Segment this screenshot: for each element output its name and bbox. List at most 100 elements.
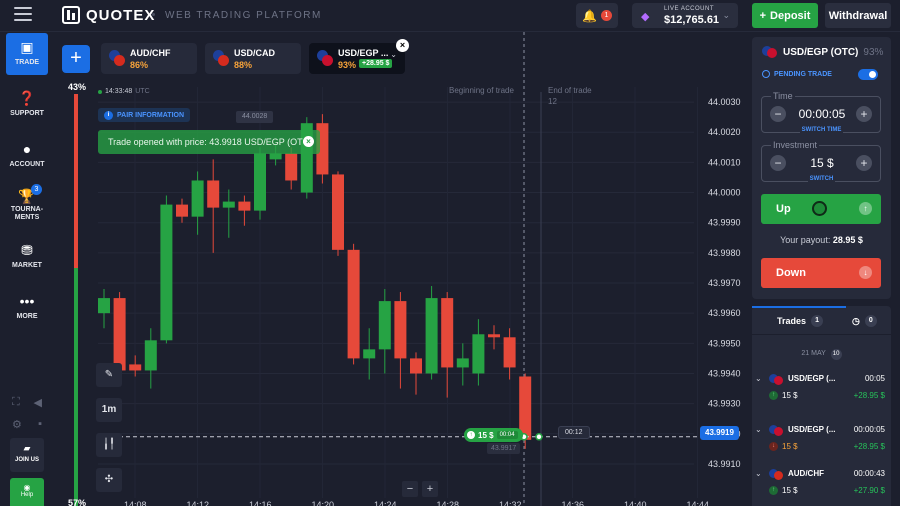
deposit-button[interactable]: + Deposit — [752, 3, 818, 28]
account-type: LIVE ACCOUNT — [664, 6, 715, 12]
flag-quote — [322, 55, 333, 66]
fullscreen-icon[interactable]: ⛶ — [12, 396, 20, 408]
nav-support[interactable]: ❓ SUPPORT — [6, 84, 48, 126]
nav-label: SUPPORT — [10, 110, 44, 117]
sentiment-bar-sell — [74, 94, 78, 268]
x-tick-label: 14:24 — [374, 500, 397, 506]
candle-body — [176, 204, 188, 217]
pair-information-button[interactable]: i PAIR INFORMATION — [98, 108, 191, 122]
tab-trades[interactable]: Trades 1 — [777, 315, 824, 327]
time-field: Time 00:00:05 − + — [761, 91, 881, 133]
candle-body — [113, 298, 126, 371]
flag-icon — [769, 425, 784, 436]
timeframe-button[interactable]: 1m — [96, 398, 122, 422]
tab-trades-label: Trades — [777, 316, 807, 326]
switch-link[interactable]: SWITCH — [752, 176, 891, 182]
trade-row[interactable]: ⌄ AUD/CHF 00:00:43 ↑ 15 $ +27.90 $ — [752, 465, 891, 506]
x-tick-label: 14:20 — [312, 500, 335, 506]
chart-type-button[interactable]: ╽╿ — [96, 433, 122, 457]
flag-icon — [213, 50, 229, 66]
draw-tool-button[interactable]: ✎ — [96, 363, 122, 387]
flag-icon — [762, 46, 778, 58]
nav-tournaments[interactable]: 🏆 TOURNA- MENTS 3 — [6, 182, 48, 224]
account-selector[interactable]: ◆ LIVE ACCOUNT $12,765.61 ⌄ — [632, 3, 738, 28]
nav-market[interactable]: ⛃ MARKET — [6, 236, 48, 278]
switch-time-link[interactable]: SWITCH TIME — [752, 127, 891, 133]
payout-label: Your payout: — [780, 235, 831, 245]
time-decrease-button[interactable]: − — [770, 106, 786, 122]
arrow-down-icon: ↓ — [859, 266, 872, 279]
investment-label: Investment — [771, 140, 820, 150]
selected-asset[interactable]: USD/EGP (OTC) 93% — [762, 46, 883, 58]
flag-quote — [218, 55, 229, 66]
zoom-in-button[interactable]: + — [422, 481, 438, 497]
candle-body — [441, 298, 454, 368]
flag-quote — [774, 471, 783, 480]
up-button[interactable]: Up ↑ — [761, 194, 881, 224]
add-asset-button[interactable]: + — [62, 45, 90, 73]
tab-history[interactable]: ◷ 0 — [852, 315, 877, 327]
server-time: 14:33:48 UTC — [98, 88, 150, 95]
candle-body — [410, 358, 422, 374]
time-increase-button[interactable]: + — [856, 106, 872, 122]
y-tick-label: 43.9950 — [708, 338, 741, 348]
coins-icon: ⛃ — [21, 242, 33, 258]
sentiment-bar-buy — [74, 268, 78, 506]
zoom-out-button[interactable]: − — [402, 481, 418, 497]
current-price-tag: 43.9919 — [700, 426, 739, 440]
close-icon[interactable]: × — [396, 39, 409, 52]
trade-time: 00:00:05 — [853, 425, 885, 434]
user-icon: ● — [22, 141, 32, 157]
nav-trade[interactable]: ▣ TRADE — [6, 33, 48, 75]
sound-icon[interactable]: ◀ — [33, 397, 42, 409]
notifications-button[interactable]: 🔔 1 — [576, 3, 618, 28]
indicators-button[interactable]: ✣ — [96, 468, 122, 492]
asset-tab-profit: +28.95 $ — [359, 59, 393, 68]
asset-tab-usd-egp[interactable]: USD/EGP ... 93% +28.95 $ ⌄ — [309, 43, 405, 74]
menu-icon[interactable] — [14, 7, 32, 21]
clock-icon — [762, 70, 770, 78]
nav-more[interactable]: ••• MORE — [6, 287, 48, 329]
candle-body — [394, 301, 407, 359]
trades-date-count: 10 — [830, 349, 842, 360]
switch-label: SWITCH — [807, 176, 836, 182]
flag-quote — [774, 427, 783, 436]
price-chart[interactable]: 44.0030 44.0020 44.0010 44.0000 43.9990 43.99… — [54, 32, 746, 506]
divider — [752, 334, 891, 335]
flag-quote — [114, 55, 125, 66]
investment-decrease-button[interactable]: − — [770, 155, 786, 171]
down-button[interactable]: Down ↓ — [761, 258, 881, 288]
asset-tab-aud-chf[interactable]: AUD/CHF 86% — [101, 43, 197, 74]
arrow-up-icon: ↑ — [769, 391, 778, 400]
nav-label: TOURNA- MENTS — [10, 206, 44, 221]
pending-trade-text: PENDING TRADE — [774, 70, 832, 78]
investment-increase-button[interactable]: + — [856, 155, 872, 171]
flag-base — [769, 469, 778, 478]
live-dot-icon — [98, 89, 102, 94]
x-tick-label: 14:12 — [187, 500, 210, 506]
pending-trade-toggle[interactable] — [858, 69, 878, 80]
trade-row[interactable]: ⌄ USD/EGP (... 00:00:05 ↓ 15 $ +28.95 $ — [752, 421, 891, 465]
trade-time: 00:05 — [864, 374, 885, 383]
help-button[interactable]: ◉ Help — [10, 478, 44, 506]
candle-body — [347, 249, 360, 359]
chevron-down-icon[interactable]: ⌄ — [390, 50, 397, 59]
nav-account[interactable]: ● ACCOUNT — [6, 135, 48, 177]
logo[interactable]: QUOTEX — [62, 6, 155, 24]
candle-body — [425, 298, 438, 374]
expiry-timer: 00:12 — [558, 426, 590, 439]
withdrawal-button[interactable]: Withdrawal — [825, 3, 891, 28]
trade-row[interactable]: ⌄ USD/EGP (... 00:05 ↑ 15 $ +28.95 $ — [752, 370, 891, 414]
lock-icon[interactable]: ▪ — [38, 418, 42, 430]
payout-summary: Your payout: 28.95 $ — [752, 235, 891, 245]
y-tick-label: 43.9940 — [708, 368, 741, 378]
asset-tab-usd-cad[interactable]: USD/CAD 88% — [205, 43, 301, 74]
investment-value[interactable]: 15 $ — [810, 156, 834, 170]
gear-icon[interactable]: ⚙ — [12, 419, 22, 431]
asset-tab-name: USD/EGP ... — [338, 48, 389, 58]
close-icon[interactable]: × — [303, 136, 314, 147]
time-value[interactable]: 00:00:05 — [798, 107, 846, 121]
join-us-button[interactable]: ▰ JOIN US — [10, 438, 44, 472]
open-trade-marker[interactable]: ↑ 15 $ 00:04 — [464, 428, 523, 442]
